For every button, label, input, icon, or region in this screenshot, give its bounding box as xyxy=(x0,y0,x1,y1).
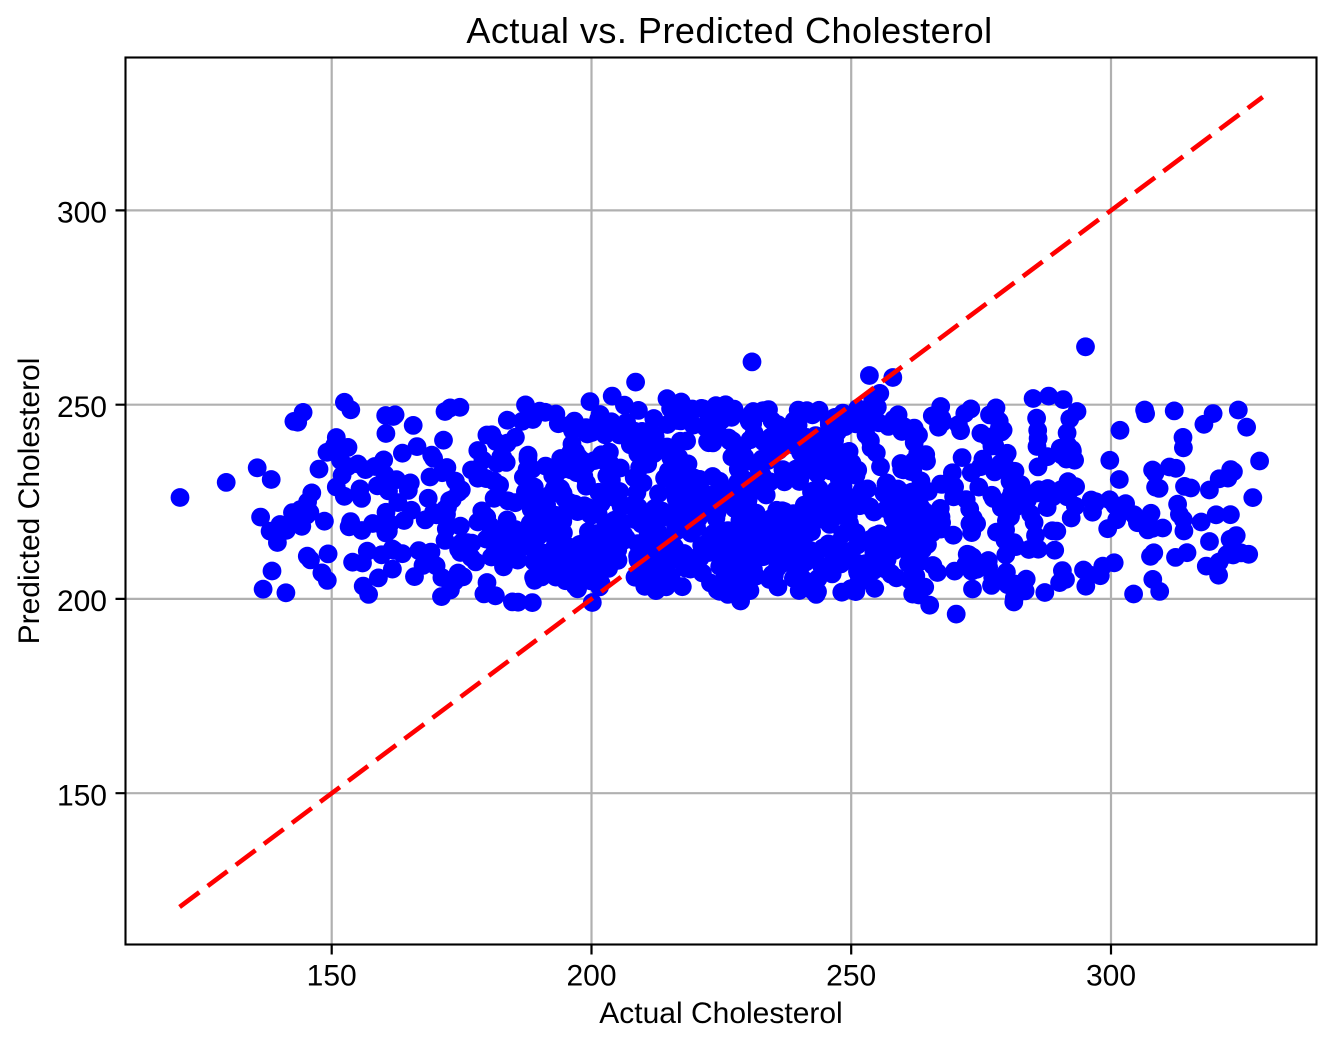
svg-text:150: 150 xyxy=(307,960,357,993)
svg-text:Actual Cholesterol: Actual Cholesterol xyxy=(599,997,842,1030)
svg-text:150: 150 xyxy=(57,779,107,812)
svg-text:250: 250 xyxy=(826,960,876,993)
svg-text:300: 300 xyxy=(57,197,107,230)
svg-text:Predicted Cholesterol: Predicted Cholesterol xyxy=(13,358,46,645)
svg-text:250: 250 xyxy=(57,391,107,424)
svg-text:Actual vs. Predicted Cholester: Actual vs. Predicted Cholesterol xyxy=(466,10,992,51)
svg-text:300: 300 xyxy=(1086,960,1136,993)
svg-text:200: 200 xyxy=(57,585,107,618)
svg-text:200: 200 xyxy=(566,960,616,993)
